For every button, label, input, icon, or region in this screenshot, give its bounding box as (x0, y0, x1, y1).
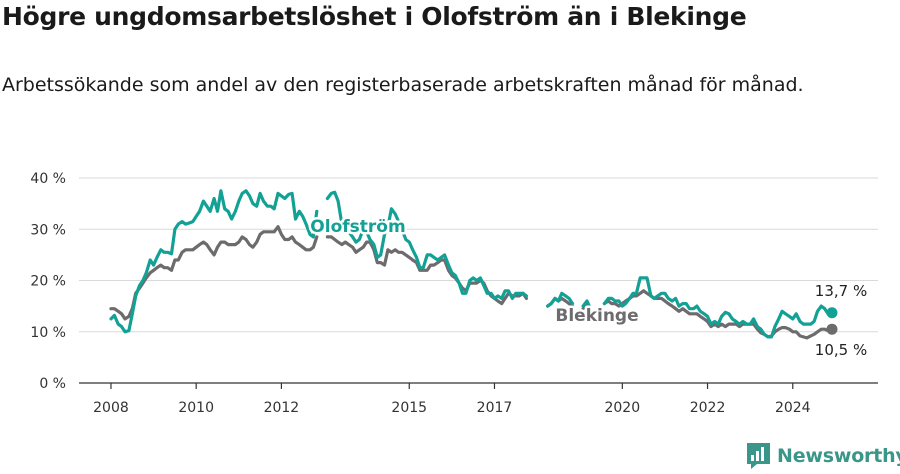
newsworthy-logo-icon (747, 443, 770, 469)
newsworthy-logo[interactable]: Newsworthy (746, 442, 900, 470)
x-tick-label: 2024 (775, 400, 811, 416)
end-point-olofström (826, 307, 838, 319)
y-tick-label: 10 % (30, 325, 66, 341)
series-line-olofström (546, 291, 575, 308)
series-line-olofström (602, 276, 834, 339)
x-tick-label: 2022 (690, 400, 726, 416)
chart-title: Högre ungdomsarbetslöshet i Olofström än… (2, 2, 747, 31)
series-line-blekinge (109, 225, 319, 321)
series-name-label: Olofström (310, 217, 405, 237)
x-tick-label: 2017 (477, 400, 513, 416)
y-tick-label: 40 % (30, 171, 66, 187)
chart-subtitle: Arbetssökande som andel av den registerb… (2, 74, 804, 96)
x-tick-label: 2012 (264, 400, 300, 416)
x-tick-label: 2010 (178, 400, 214, 416)
series-line-olofström (325, 190, 528, 300)
y-tick-label: 30 % (30, 222, 66, 238)
series-lines (109, 189, 838, 340)
series-line-blekinge (602, 289, 834, 340)
series-name-label: Blekinge (555, 306, 638, 326)
x-tick-label: 2020 (604, 400, 640, 416)
series-line-blekinge (325, 235, 528, 306)
series-line-olofström (109, 189, 319, 334)
newsworthy-logo-text: Newsworthy (777, 445, 900, 467)
x-tick-label: 2008 (93, 400, 129, 416)
gridlines: 0 % 10 % 20 % 30 % 40 % (30, 171, 878, 392)
end-value-label: 10,5 % (815, 341, 867, 359)
x-tick-label: 2015 (391, 400, 427, 416)
end-point-blekinge (826, 323, 838, 335)
y-tick-label: 0 % (39, 376, 66, 392)
series-line-olofström (581, 299, 592, 311)
y-tick-label: 20 % (30, 274, 66, 290)
end-value-label: 13,7 % (815, 282, 867, 300)
x-axis: 2008 2010 2012 2015 2017 2020 2022 2024 (79, 382, 878, 416)
series-labels: Olofström Blekinge 13,7 % 10,5 % (308, 215, 867, 360)
